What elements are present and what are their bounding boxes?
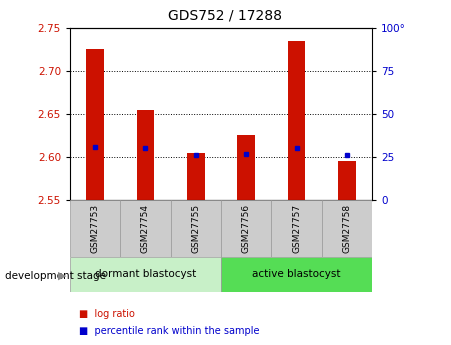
Text: GSM27753: GSM27753 <box>91 204 100 253</box>
Bar <box>288 40 305 200</box>
Text: development stage: development stage <box>5 271 106 281</box>
Text: active blastocyst: active blastocyst <box>252 269 341 279</box>
Bar <box>187 152 205 200</box>
Bar <box>70 257 221 292</box>
Text: GSM27758: GSM27758 <box>342 204 351 253</box>
Text: GSM27754: GSM27754 <box>141 204 150 253</box>
Bar <box>70 200 120 257</box>
Bar <box>137 109 154 200</box>
Bar <box>86 49 104 200</box>
Bar <box>170 200 221 257</box>
Text: GSM27757: GSM27757 <box>292 204 301 253</box>
Text: ■  percentile rank within the sample: ■ percentile rank within the sample <box>79 326 259 336</box>
Bar <box>221 257 372 292</box>
Bar <box>322 200 372 257</box>
Text: dormant blastocyst: dormant blastocyst <box>95 269 196 279</box>
Text: GSM27756: GSM27756 <box>242 204 251 253</box>
Text: GSM27755: GSM27755 <box>191 204 200 253</box>
Text: ▶: ▶ <box>58 271 66 281</box>
Text: ■  log ratio: ■ log ratio <box>79 309 135 319</box>
Bar <box>272 200 322 257</box>
Text: GDS752 / 17288: GDS752 / 17288 <box>169 9 282 23</box>
Bar <box>120 200 170 257</box>
Bar <box>338 161 356 200</box>
Bar <box>237 135 255 200</box>
Bar <box>221 200 272 257</box>
